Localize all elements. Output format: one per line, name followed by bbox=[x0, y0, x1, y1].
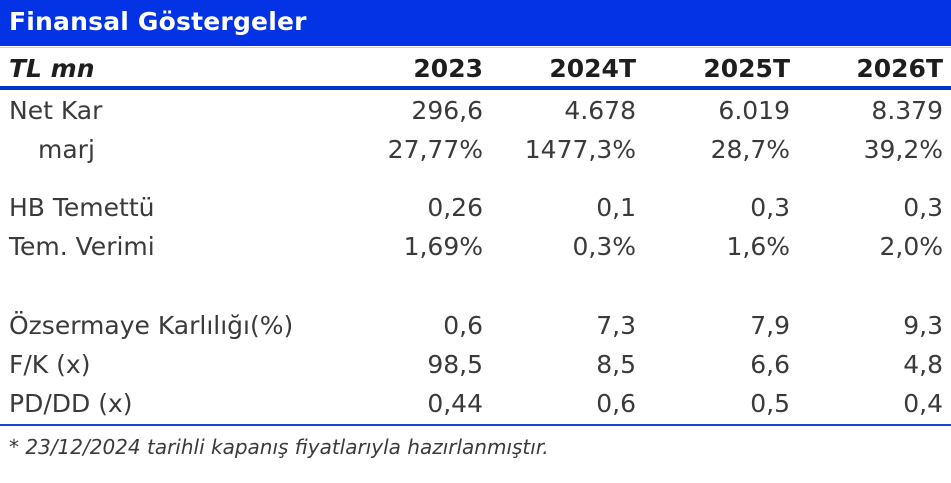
cell-2023: 98,5 bbox=[427, 350, 483, 379]
table-row-ozsermaye-karliligi: Özsermaye Karlılığı(%) 0,6 7,3 7,9 9,3 bbox=[0, 307, 951, 345]
unit-label: TL mn bbox=[9, 54, 95, 83]
table-row-pddd: PD/DD (x) 0,44 0,6 0,5 0,4 bbox=[0, 385, 951, 423]
cell-2024t: 0,6 bbox=[596, 389, 636, 418]
cell-2025t: 1,6% bbox=[726, 232, 790, 261]
cell-2026t: 39,2% bbox=[863, 135, 943, 164]
row-label: PD/DD (x) bbox=[9, 389, 133, 418]
cell-2026t: 4,8 bbox=[903, 350, 943, 379]
table-title: Finansal Göstergeler bbox=[9, 7, 307, 36]
header-row: TL mn 2023 2024T 2025T 2026T bbox=[0, 47, 951, 87]
table-row-tem-verimi: Tem. Verimi 1,69% 0,3% 1,6% 2,0% bbox=[0, 228, 951, 266]
cell-2023: 296,6 bbox=[411, 96, 483, 125]
row-label: F/K (x) bbox=[9, 350, 91, 379]
cell-2024t: 0,1 bbox=[596, 193, 636, 222]
cell-2026t: 9,3 bbox=[903, 311, 943, 340]
cell-2024t: 8,5 bbox=[596, 350, 636, 379]
row-label: Net Kar bbox=[9, 96, 103, 125]
row-label: Özsermaye Karlılığı(%) bbox=[9, 311, 294, 340]
cell-2025t: 28,7% bbox=[710, 135, 790, 164]
cell-2026t: 0,3 bbox=[903, 193, 943, 222]
cell-2023: 0,44 bbox=[427, 389, 483, 418]
cell-2023: 0,6 bbox=[443, 311, 483, 340]
cell-2023: 0,26 bbox=[427, 193, 483, 222]
cell-2025t: 6,6 bbox=[750, 350, 790, 379]
column-header-2024t: 2024T bbox=[549, 54, 636, 83]
cell-2024t: 0,3% bbox=[572, 232, 636, 261]
row-label: marj bbox=[38, 135, 95, 164]
column-header-2025t: 2025T bbox=[703, 54, 790, 83]
column-header-2026t: 2026T bbox=[856, 54, 943, 83]
cell-2024t: 1477,3% bbox=[524, 135, 636, 164]
cell-2024t: 7,3 bbox=[596, 311, 636, 340]
cell-2026t: 0,4 bbox=[903, 389, 943, 418]
cell-2023: 27,77% bbox=[387, 135, 483, 164]
table-row-net-kar: Net Kar 296,6 4.678 6.019 8.379 bbox=[0, 92, 951, 130]
table-bottom-divider bbox=[0, 424, 951, 426]
cell-2026t: 8.379 bbox=[871, 96, 943, 125]
footnote: * 23/12/2024 tarihli kapanış fiyatlarıyl… bbox=[9, 435, 549, 459]
column-header-2023: 2023 bbox=[413, 54, 483, 83]
cell-2023: 1,69% bbox=[403, 232, 483, 261]
table-title-bar: Finansal Göstergeler bbox=[0, 0, 951, 46]
table-row-marj: marj 27,77% 1477,3% 28,7% 39,2% bbox=[0, 131, 951, 169]
cell-2025t: 7,9 bbox=[750, 311, 790, 340]
cell-2025t: 0,3 bbox=[750, 193, 790, 222]
cell-2025t: 6.019 bbox=[718, 96, 790, 125]
cell-2024t: 4.678 bbox=[564, 96, 636, 125]
row-label: Tem. Verimi bbox=[9, 232, 155, 261]
header-divider bbox=[0, 86, 951, 90]
row-label: HB Temettü bbox=[9, 193, 155, 222]
table-row-fk: F/K (x) 98,5 8,5 6,6 4,8 bbox=[0, 346, 951, 384]
cell-2025t: 0,5 bbox=[750, 389, 790, 418]
table-row-hb-temettu: HB Temettü 0,26 0,1 0,3 0,3 bbox=[0, 189, 951, 227]
cell-2026t: 2,0% bbox=[879, 232, 943, 261]
